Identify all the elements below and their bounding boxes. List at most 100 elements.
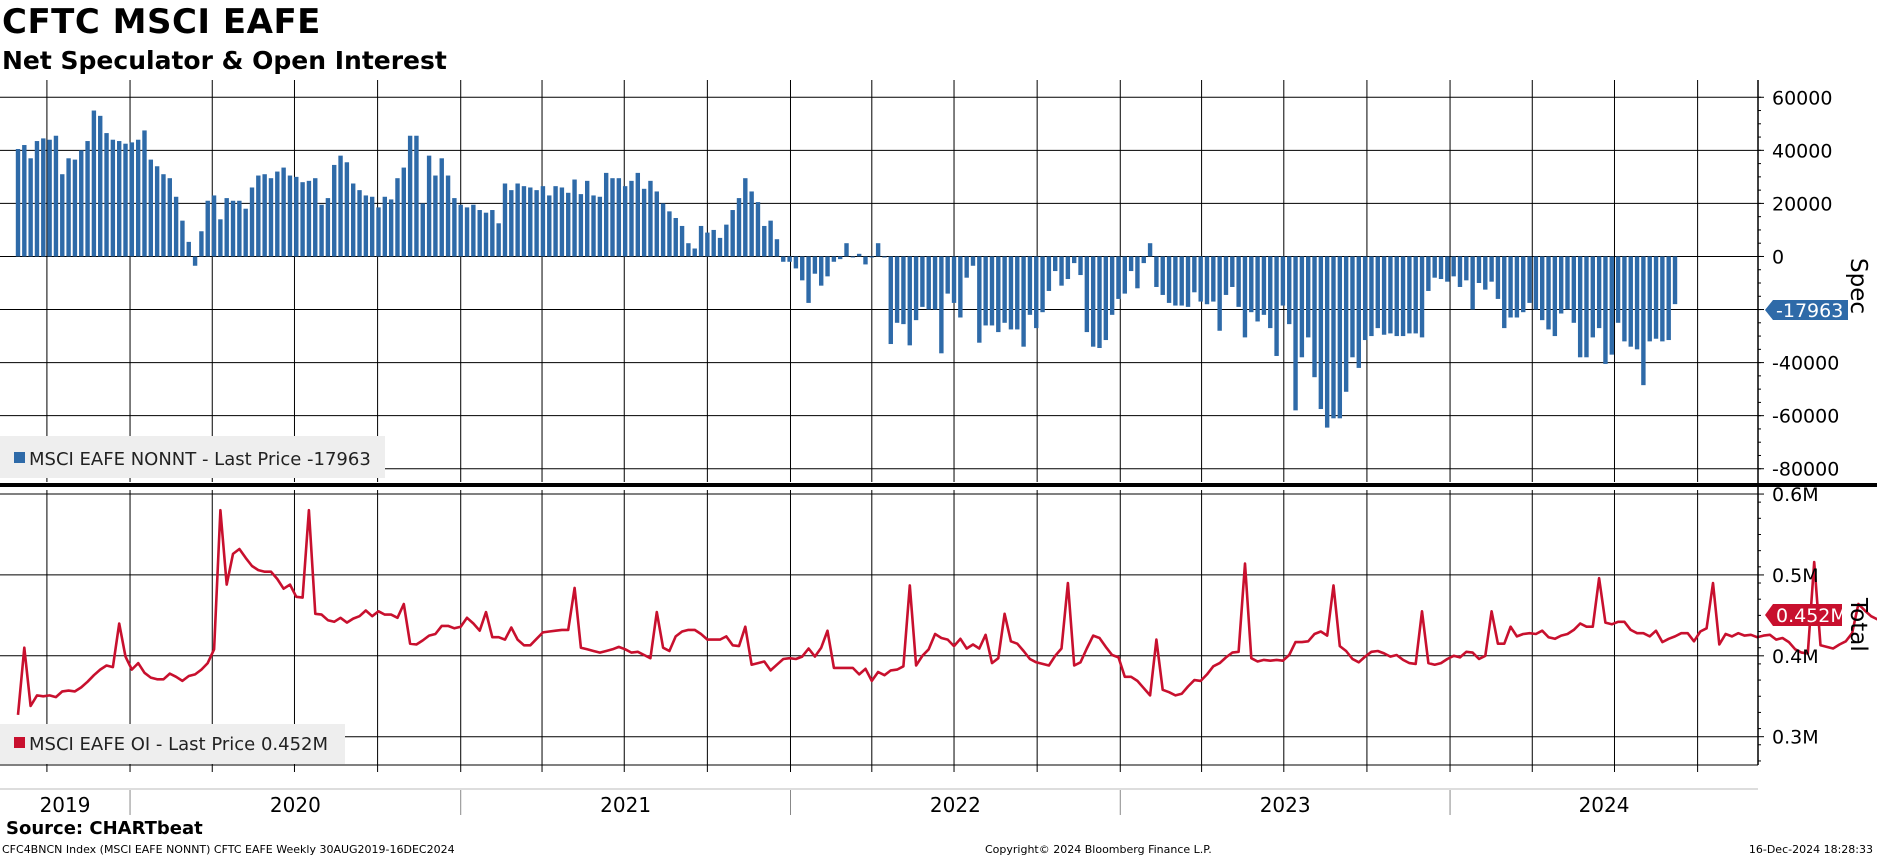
spec-bar (540, 186, 546, 257)
spec-bar (426, 155, 432, 257)
spec-flag-shape (1765, 300, 1848, 320)
spec-bar (53, 135, 59, 257)
spec-bar (1065, 256, 1071, 280)
spec-bar (1002, 256, 1007, 323)
spec-bar (79, 150, 84, 257)
spec-bar (1521, 256, 1526, 313)
spec-bar (85, 141, 90, 257)
x-tick-label-year: 2022 (930, 793, 981, 817)
spec-bar (1078, 256, 1083, 276)
spec-bar (559, 187, 565, 257)
spec-bar (977, 256, 982, 343)
spec-bar (142, 130, 147, 257)
spec-bar (755, 202, 761, 257)
spec-bar (199, 231, 204, 257)
spec-bar (407, 135, 413, 257)
spec-bar (1356, 256, 1361, 368)
spec-bar (1299, 256, 1305, 358)
spec-bar (1274, 256, 1279, 356)
spec-bar (1432, 256, 1437, 278)
spec-bar (1375, 256, 1380, 329)
footer-ticker-info: CFC4BNCN Index (MSCI EAFE NONNT) CFTC EA… (2, 843, 455, 856)
spec-bar (167, 178, 172, 257)
spec-bar (882, 256, 887, 258)
spec-bar (287, 175, 293, 257)
spec-bar (1046, 256, 1052, 291)
spec-bar (591, 195, 596, 257)
spec-bar (1552, 256, 1558, 337)
spec-bar (1027, 256, 1033, 315)
spec-bar (1236, 256, 1241, 307)
spec-bar (414, 135, 419, 257)
spec-bar (1090, 256, 1096, 347)
spec-bar (1084, 256, 1090, 333)
legend-top: MSCI EAFE NONNT - Last Price -17963 (0, 436, 385, 478)
total-axis-label: Total (1845, 597, 1871, 652)
x-tick-label-year: 2021 (600, 793, 651, 817)
spec-bar (1609, 256, 1614, 355)
spec-bar (945, 256, 950, 294)
spec-bar (1179, 256, 1184, 306)
legend-bottom-label: MSCI EAFE OI - Last Price 0.452M (29, 734, 328, 755)
spec-bar (313, 178, 318, 257)
spec-bar (603, 172, 609, 257)
spec-bar (98, 115, 103, 257)
spec-bar (34, 141, 40, 257)
spec-bar (1622, 256, 1627, 342)
spec-bar (958, 256, 963, 318)
spec-bar (553, 186, 558, 257)
oi-flag-shape (1765, 604, 1842, 626)
spec-bar (1109, 256, 1115, 315)
spec-bar (1362, 256, 1368, 341)
spec-axis-label: Spec (1845, 258, 1871, 314)
spec-bar (173, 196, 179, 257)
spec-bar (1540, 256, 1545, 321)
oi-flag-value: 0.452M (1776, 605, 1847, 627)
spec-bar (1198, 256, 1203, 302)
spec-bar (224, 198, 229, 257)
spec-bar (1596, 256, 1602, 329)
spec-bar (1464, 256, 1469, 281)
spec-bar (894, 256, 900, 323)
spec-bar (964, 256, 969, 278)
spec-bar (622, 186, 628, 257)
spec-bar (749, 191, 754, 257)
spec-bar (1508, 256, 1513, 318)
spec-bar (382, 196, 388, 257)
oi-line (16, 508, 1877, 716)
spec-bar (1211, 256, 1216, 302)
spec-bar (1230, 256, 1235, 287)
spec-bar (983, 256, 988, 326)
spec-bar (787, 256, 792, 262)
spec-bar (332, 164, 337, 257)
legend-top-label: MSCI EAFE NONNT - Last Price -17963 (29, 449, 371, 470)
spec-bar (1666, 256, 1671, 341)
spec-y-tick-label: 20000 (1772, 193, 1832, 215)
spec-bar (837, 256, 843, 260)
spec-bar (1546, 256, 1551, 330)
spec-bar (1034, 256, 1039, 329)
spec-bar (1470, 256, 1475, 310)
spec-bar (1634, 256, 1640, 350)
spec-bar (1565, 256, 1570, 310)
spec-bar (793, 256, 799, 269)
spec-bar (1287, 256, 1292, 325)
spec-bar (913, 256, 919, 321)
spec-bar (800, 256, 805, 281)
spec-bar (1628, 256, 1633, 347)
spec-bar (344, 162, 350, 257)
spec-bar (926, 256, 931, 310)
spec-bar (717, 237, 723, 257)
spec-bar (47, 139, 52, 257)
spec-bar (1318, 256, 1324, 410)
spec-bar (452, 198, 457, 257)
spec-bar (1305, 256, 1311, 338)
spec-bar (1147, 243, 1153, 257)
spec-bar (180, 220, 185, 257)
spec-bar (1242, 256, 1248, 338)
spec-bar (154, 166, 160, 257)
spec-bar (888, 256, 893, 345)
spec-bar (477, 210, 482, 257)
spec-bar (72, 159, 78, 257)
spec-bar (812, 256, 818, 274)
